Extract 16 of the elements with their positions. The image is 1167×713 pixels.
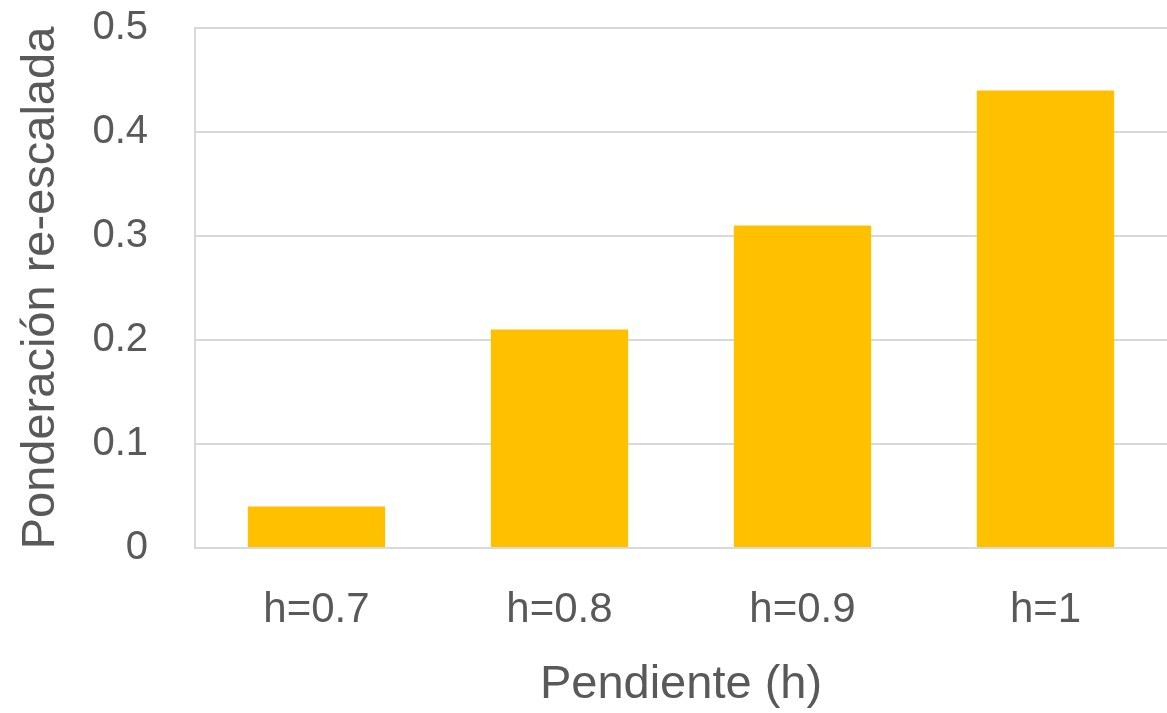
y-axis-title: Ponderación re-escalada <box>11 25 65 550</box>
bar <box>247 506 386 547</box>
bar <box>976 90 1115 547</box>
x-tick-label: h=0.8 <box>506 583 613 631</box>
x-tick-label: h=1 <box>1009 583 1082 631</box>
y-tick-label: 0.3 <box>92 211 148 256</box>
y-tick-label: 0 <box>125 523 148 568</box>
bar <box>490 329 629 547</box>
y-tick-label: 0.4 <box>92 107 148 152</box>
x-tick-label: h=0.7 <box>263 583 370 631</box>
y-tick-label: 0.5 <box>92 3 148 48</box>
y-tick-label: 0.1 <box>92 419 148 464</box>
x-axis-title: Pendiente (h) <box>539 654 823 708</box>
y-tick-label: 0.2 <box>92 315 148 360</box>
x-tick-label: h=0.9 <box>749 583 856 631</box>
bar <box>733 225 872 547</box>
